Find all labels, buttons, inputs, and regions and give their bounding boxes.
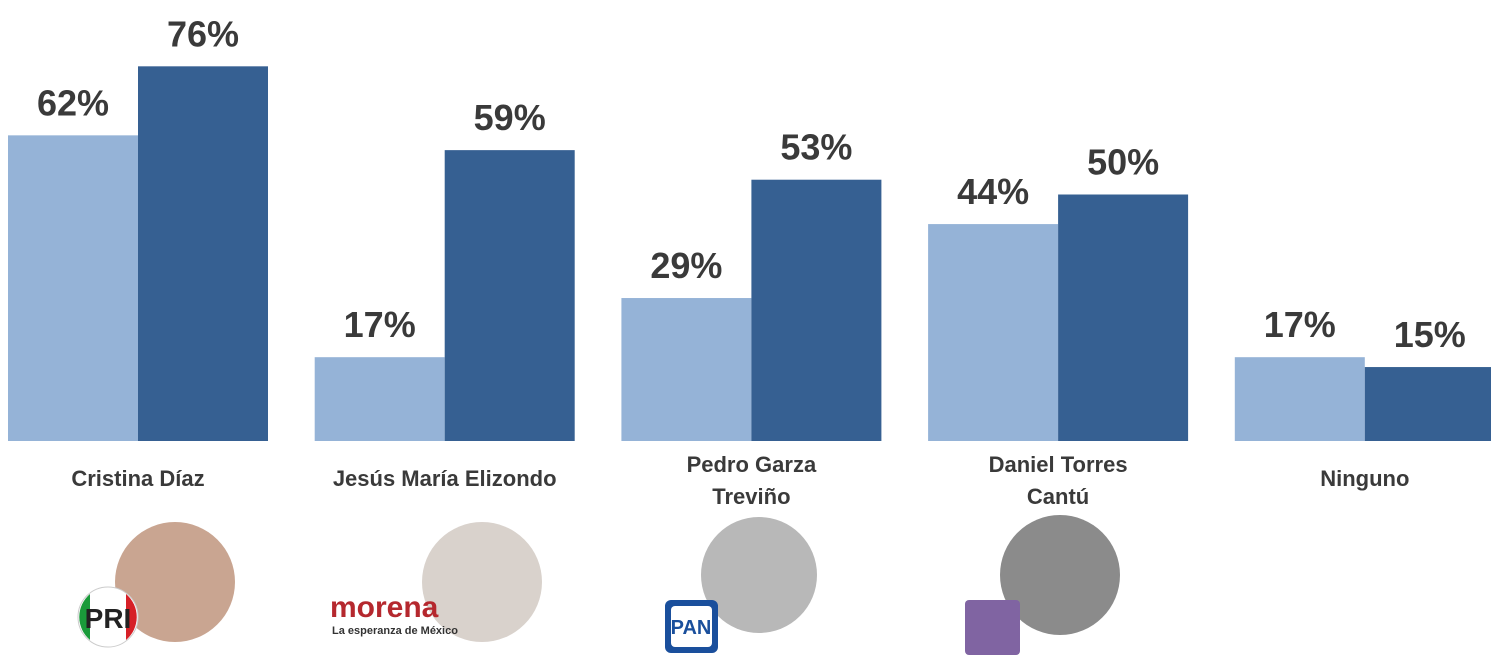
value-label: 53% [780, 127, 852, 168]
photo [701, 517, 817, 633]
bar [928, 224, 1059, 441]
logo-text: morena [330, 591, 439, 624]
logo-shape [79, 594, 90, 640]
bar [751, 179, 882, 441]
logo-bg [77, 586, 139, 648]
logo-text: PRI [85, 603, 132, 634]
value-label: 17% [1264, 304, 1336, 345]
value-label: 50% [1087, 142, 1159, 183]
bar [8, 135, 138, 441]
bar [1234, 357, 1365, 441]
bar [1364, 367, 1491, 441]
category-label: Jesús María Elizondo [332, 466, 557, 491]
value-label: 44% [957, 171, 1029, 212]
photos [115, 515, 1120, 642]
bar [138, 66, 268, 441]
logo-shape [126, 594, 137, 640]
value-label: 59% [474, 97, 546, 138]
bar [1058, 194, 1189, 441]
bar [444, 150, 575, 441]
photo [422, 522, 542, 642]
bar [314, 357, 445, 441]
pri-logo: PRI [77, 586, 139, 648]
pan-logo [671, 606, 712, 647]
category-label: Daniel Torres Cantú [988, 452, 1128, 509]
category-label: Ninguno [1320, 466, 1410, 491]
bar [621, 298, 752, 441]
logo-text: La esperanza de México [332, 625, 458, 637]
value-label: 15% [1394, 314, 1466, 355]
photo [1000, 515, 1120, 635]
photo [115, 522, 235, 642]
category-label: Pedro Garza Treviño [686, 452, 817, 509]
value-label: 17% [344, 304, 416, 345]
logo-text: PAN [671, 617, 712, 639]
party-logo [965, 600, 1020, 655]
value-label: 62% [37, 82, 109, 123]
value-label: 29% [650, 245, 722, 286]
value-label: 76% [167, 13, 239, 54]
category-label: Cristina Díaz [71, 466, 205, 491]
